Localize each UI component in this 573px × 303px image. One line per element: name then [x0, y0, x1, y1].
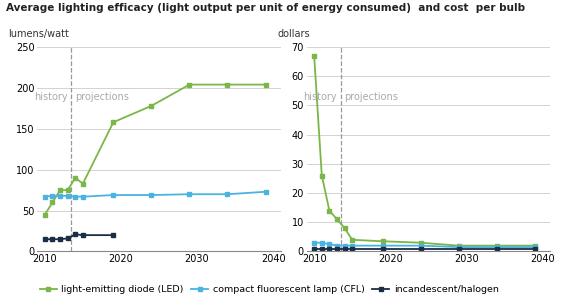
- Text: lumens/watt: lumens/watt: [8, 29, 69, 39]
- Text: projections: projections: [75, 92, 129, 102]
- Text: history: history: [303, 92, 337, 102]
- Text: projections: projections: [344, 92, 398, 102]
- Text: dollars: dollars: [277, 29, 310, 39]
- Legend: light-emitting diode (LED), compact fluorescent lamp (CFL), incandescent/halogen: light-emitting diode (LED), compact fluo…: [36, 282, 503, 298]
- Text: Average lighting efficacy (light output per unit of energy consumed)  and cost  : Average lighting efficacy (light output …: [6, 3, 525, 13]
- Text: history: history: [34, 92, 68, 102]
